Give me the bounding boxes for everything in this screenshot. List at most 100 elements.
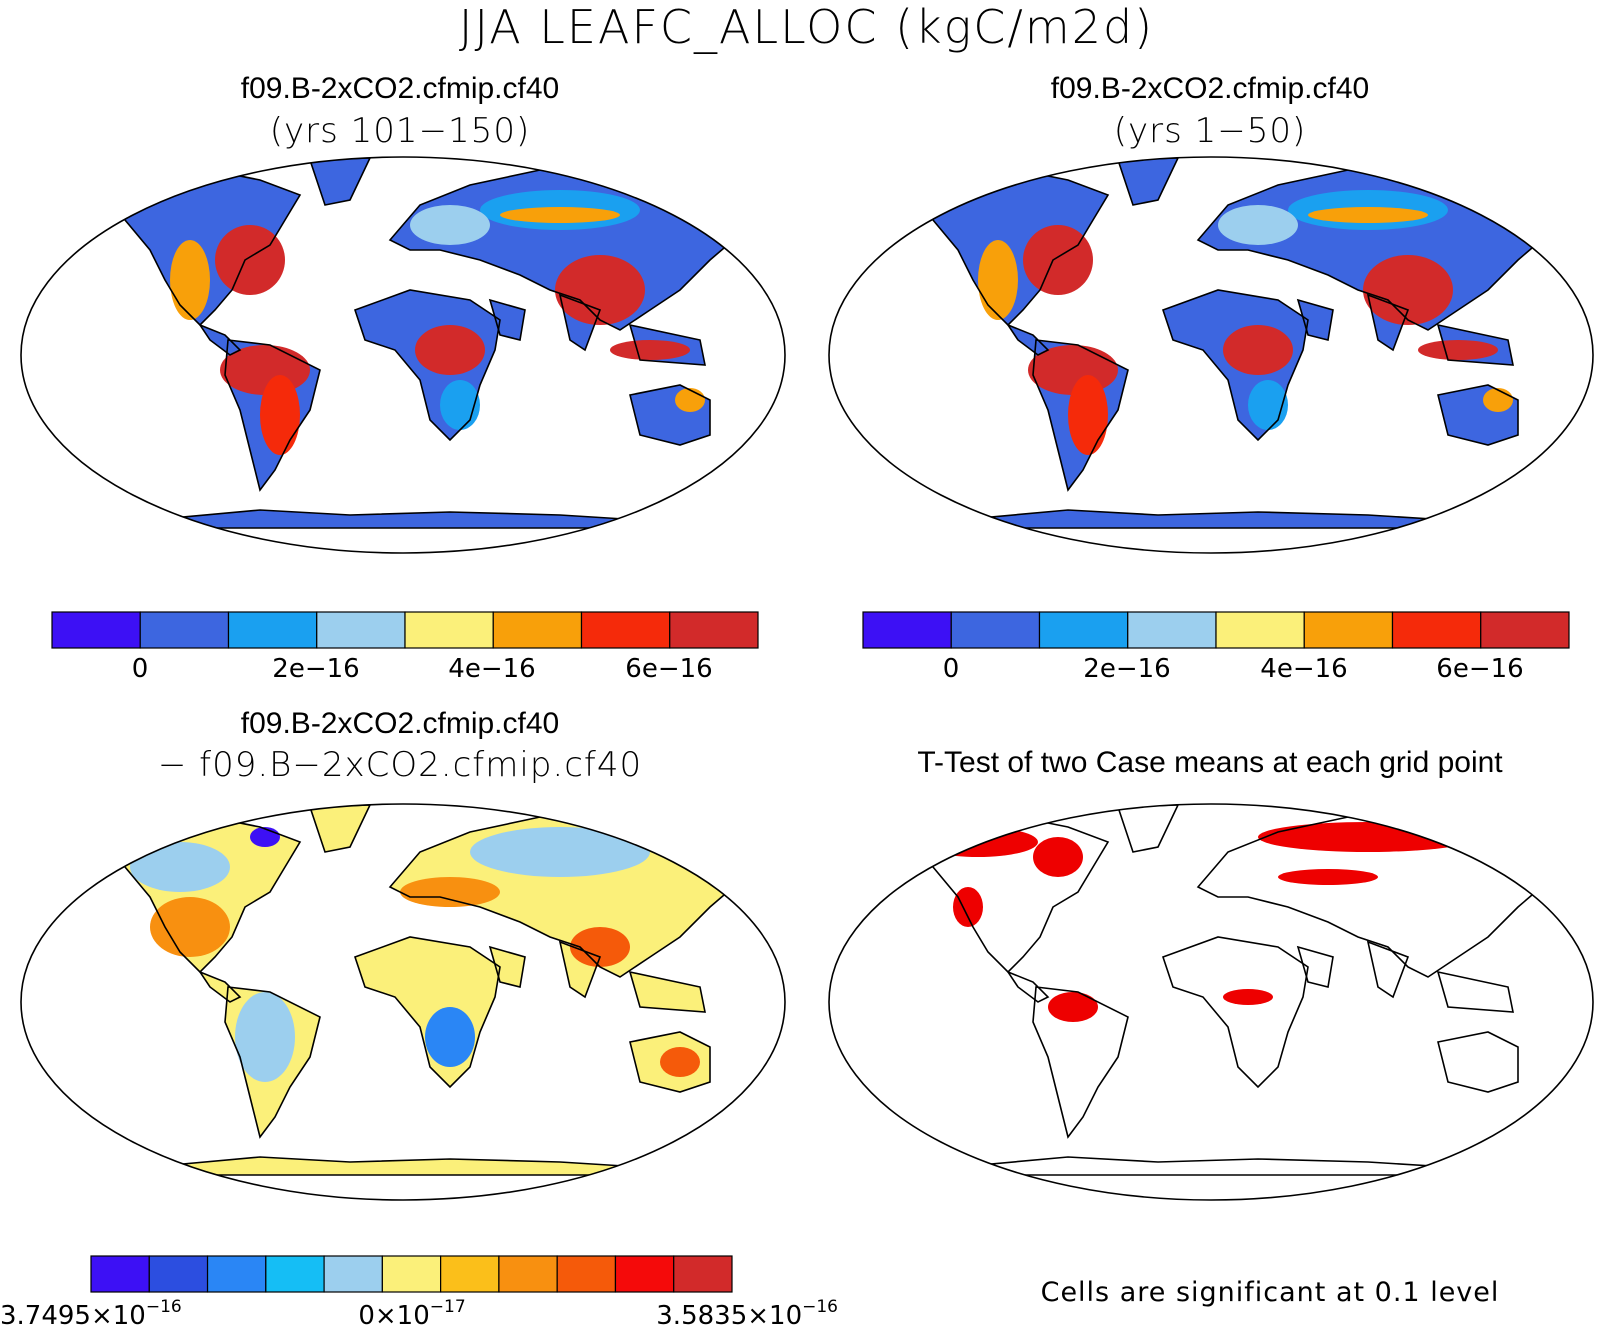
colorbar-swatch — [90, 1255, 150, 1293]
map-case2 — [828, 156, 1594, 554]
colorbar-swatch — [1215, 611, 1305, 649]
coastline-africa — [1161, 936, 1309, 1089]
land-southAmerica — [1033, 987, 1128, 1137]
colorbar-swatch — [139, 611, 230, 649]
field-patch — [170, 240, 210, 320]
field-patch — [1068, 375, 1108, 455]
field-patch — [675, 388, 705, 412]
map-frame — [20, 156, 786, 554]
land-greenland — [1118, 805, 1178, 852]
coastline-india — [558, 940, 602, 999]
map-difference — [20, 803, 786, 1201]
colorbar-swatch — [614, 1255, 675, 1293]
land-seAsia — [630, 972, 705, 1012]
panel2-title: f09.B-2xCO2.cfmip.cf40 — [1050, 72, 1370, 105]
land-greenland — [310, 158, 370, 205]
coastline-centralAmerica — [197, 323, 242, 356]
coastline-southAmerica — [1032, 339, 1129, 492]
field-patch — [1218, 205, 1298, 245]
coastline-arabia — [488, 945, 526, 988]
cb2-label-3: 6e−16 — [1436, 654, 1524, 684]
coastline-southAmerica — [1032, 986, 1129, 1139]
colorbar-swatch — [227, 611, 318, 649]
colorbar-swatch — [1038, 611, 1129, 649]
cb2-label-0: 0 — [942, 654, 960, 684]
field-patch — [150, 897, 230, 957]
coastline-antarctica — [956, 1156, 1461, 1176]
coastline-australia — [1437, 384, 1519, 446]
panel3-title: f09.B-2xCO2.cfmip.cf40 — [240, 707, 560, 740]
coastline-seAsia — [1436, 970, 1514, 1013]
coastline-australia — [1437, 1031, 1519, 1093]
panel4-title: T-Test of two Case means at each grid po… — [917, 746, 1503, 779]
cb2-label-2: 4e−16 — [1260, 654, 1348, 684]
cb3-label-max: 3.5835×10−16 — [656, 1297, 838, 1331]
coastline-centralAmerica — [1005, 323, 1050, 356]
colorbar-swatch — [148, 1255, 209, 1293]
colorbar-swatch — [669, 611, 759, 649]
land-australia — [1438, 1032, 1518, 1092]
colorbar-swatch — [1127, 611, 1217, 649]
coastline-arabia — [1296, 945, 1334, 988]
coastline-seAsia — [1436, 323, 1514, 366]
field-patch — [415, 325, 485, 375]
panel1-title: f09.B-2xCO2.cfmip.cf40 — [240, 72, 560, 105]
colorbar-swatch — [498, 1255, 558, 1293]
field-patch — [260, 375, 300, 455]
colorbar-swatch — [51, 611, 141, 649]
colorbar-swatch — [206, 1255, 267, 1293]
field-patch — [1048, 992, 1098, 1022]
land-seAsia — [1438, 972, 1513, 1012]
coastline-india — [558, 293, 602, 352]
cb1-label-3: 6e−16 — [625, 654, 713, 684]
coastline-antarctica — [956, 509, 1461, 529]
land-greenland — [1118, 158, 1178, 205]
colorbar-swatch — [673, 1255, 733, 1293]
coastline-seAsia — [628, 970, 706, 1013]
land-greenland — [310, 805, 370, 852]
cb1-label-2: 4e−16 — [448, 654, 536, 684]
field-patch — [1278, 869, 1378, 885]
field-patch — [400, 877, 500, 907]
field-patch — [610, 340, 690, 360]
coastline-india — [1366, 293, 1410, 352]
field-patch — [425, 1007, 475, 1067]
field-patch — [570, 927, 630, 967]
coastline-arabia — [1296, 298, 1334, 341]
panel1-subtitle: (yrs 101−150) — [269, 111, 531, 151]
colorbar-swatch — [404, 611, 494, 649]
coastline-india — [1366, 940, 1410, 999]
coastline-southAmerica — [224, 986, 321, 1139]
panel2-subtitle: (yrs 1−50) — [1113, 111, 1307, 151]
significance-note: Cells are significant at 0.1 level — [1040, 1277, 1500, 1308]
colorbar-case2 — [862, 611, 1570, 649]
colorbar-swatch — [440, 1255, 500, 1293]
coastline-centralAmerica — [1005, 970, 1050, 1003]
field-patch — [1258, 822, 1478, 852]
field-patch — [215, 225, 285, 295]
field-patch — [953, 887, 983, 927]
map-frame — [20, 803, 786, 1201]
colorbar-swatch — [316, 611, 406, 649]
field-patch — [130, 842, 230, 892]
colorbar-swatch — [556, 1255, 617, 1293]
field-patch — [1308, 207, 1428, 223]
field-patch — [470, 827, 650, 877]
map-case1 — [20, 156, 786, 554]
map-ttest — [828, 803, 1594, 1201]
cb3-label-min: 3.7495×10−16 — [0, 1297, 182, 1331]
coastline-australia — [629, 1031, 711, 1093]
field-patch — [1223, 989, 1273, 1005]
coastline-africa — [353, 936, 501, 1089]
colorbar-swatch — [950, 611, 1041, 649]
field-patch — [1223, 325, 1293, 375]
panel3-subtitle: − f09.B−2xCO2.cfmip.cf40 — [157, 745, 643, 785]
cb1-label-1: 2e−16 — [272, 654, 360, 684]
colorbar-swatch — [1480, 611, 1570, 649]
colorbar-swatch — [1391, 611, 1482, 649]
colorbar-case1 — [51, 611, 759, 649]
coastline-australia — [629, 384, 711, 446]
coastline-southAmerica — [224, 339, 321, 492]
field-patch — [500, 207, 620, 223]
colorbar-swatch — [381, 1255, 442, 1293]
